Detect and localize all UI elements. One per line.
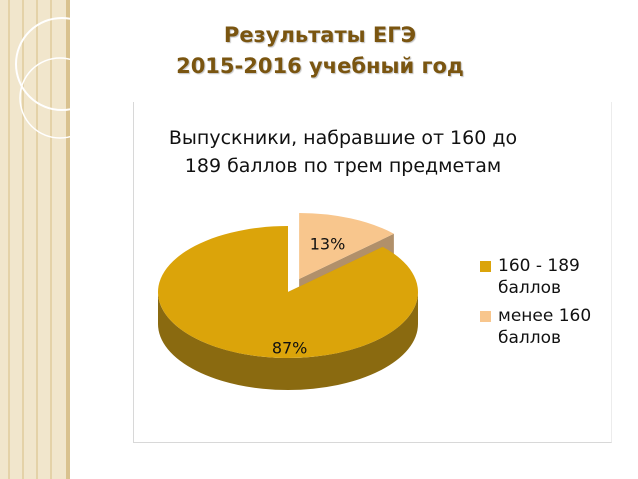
chart-title: Выпускники, набравшие от 160 до 189 балл… <box>133 124 553 180</box>
legend-swatch-160-189 <box>480 261 491 272</box>
slide-title-line-1: Результаты ЕГЭ <box>223 23 417 47</box>
legend-label-below-160-line-2: баллов <box>498 328 562 348</box>
legend-swatch-below-160 <box>480 311 491 322</box>
legend-item-160-189: 160 - 189 баллов <box>478 255 608 299</box>
legend-label-160-189-line-1: 160 - 189 <box>498 256 580 276</box>
legend-label-below-160-line-1: менее 160 <box>498 306 592 326</box>
pie-slice-160-189-data-label: 87% <box>272 338 308 357</box>
chart-title-line-2: 189 баллов по трем предметам <box>184 155 502 177</box>
pie-slice-160-189 <box>158 226 419 358</box>
legend-label-160-189-line-2: баллов <box>498 278 562 298</box>
pie-slice-below-160 <box>299 212 394 279</box>
chart-title-line-1: Выпускники, набравшие от 160 до <box>168 127 518 149</box>
decorative-circles <box>15 17 109 139</box>
pie-chart: 87% 13% <box>158 212 419 390</box>
chart-area <box>133 102 612 443</box>
chart-legend: 160 - 189 баллов менее 160 баллов <box>478 255 608 355</box>
pie-slice-below-160-data-label: 13% <box>310 235 346 254</box>
legend-item-below-160: менее 160 баллов <box>478 305 608 349</box>
side-decoration-strip <box>0 0 70 479</box>
slide-title: Результаты ЕГЭ 2015-2016 учебный год <box>120 20 520 82</box>
slide-title-line-2: 2015-2016 учебный год <box>176 54 464 78</box>
